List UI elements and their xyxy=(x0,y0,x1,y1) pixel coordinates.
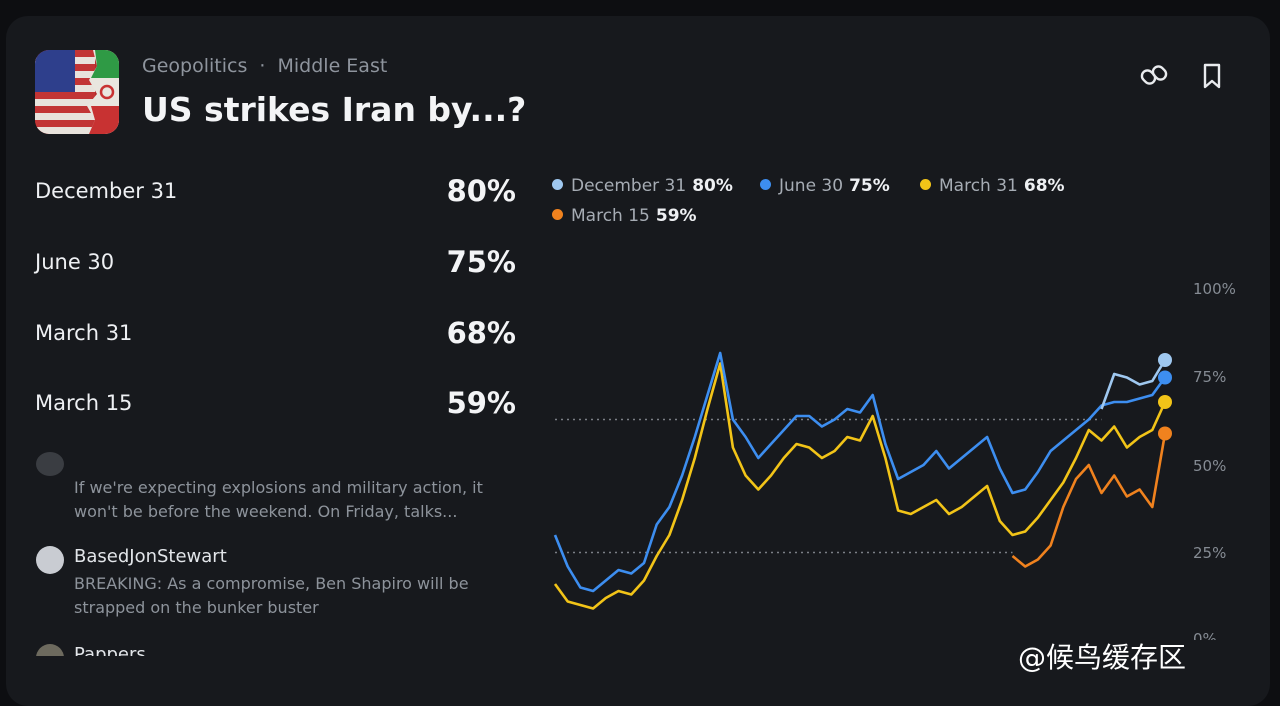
outcome-label: December 31 xyxy=(35,179,178,203)
legend-value: 68% xyxy=(1023,176,1065,196)
y-tick-label: 75% xyxy=(1193,368,1227,386)
market-card xyxy=(6,16,1270,706)
legend-item[interactable]: March 15 59% xyxy=(552,206,697,226)
legend-item[interactable]: June 30 75% xyxy=(760,176,890,196)
breadcrumb: Geopolitics · Middle East xyxy=(142,55,387,77)
breadcrumb-separator: · xyxy=(259,55,266,77)
outcome-row[interactable]: March 15 59% xyxy=(35,384,516,424)
legend-item[interactable]: March 31 68% xyxy=(920,176,1065,196)
outcome-row[interactable]: December 31 80% xyxy=(35,172,516,212)
series-march-15-line xyxy=(1011,433,1167,568)
y-tick-label: 25% xyxy=(1193,544,1227,562)
legend-dot xyxy=(920,179,931,190)
legend-label: June 30 xyxy=(779,176,844,196)
legend-value: 80% xyxy=(692,176,733,196)
legend-label: March 15 xyxy=(571,206,650,226)
series-december-31-endpoint[interactable] xyxy=(1158,353,1172,367)
y-tick-label: 50% xyxy=(1193,457,1227,475)
outcome-row[interactable]: June 30 75% xyxy=(35,243,516,283)
comment-clip: Pappers xyxy=(30,644,530,656)
legend-label: December 31 xyxy=(571,176,687,196)
outcome-percentage: 68% xyxy=(446,316,516,350)
link-icon[interactable] xyxy=(1140,60,1170,92)
comment-text: If we're expecting explosions and milita… xyxy=(74,478,483,521)
outcome-percentage: 75% xyxy=(446,245,516,279)
market-flag-image xyxy=(35,50,119,134)
series-march-31-endpoint[interactable] xyxy=(1158,395,1172,409)
legend-value: 75% xyxy=(849,176,890,196)
comment-username[interactable]: BasedJonStewart xyxy=(74,546,227,567)
outcome-label: March 15 xyxy=(35,391,133,415)
legend-dot xyxy=(760,179,771,190)
comment-text: BREAKING: As a compromise, Ben Shapiro w… xyxy=(74,574,469,617)
legend-label: March 31 xyxy=(939,176,1018,196)
legend-value: 59% xyxy=(655,206,697,226)
outcome-percentage: 59% xyxy=(446,386,516,420)
avatar[interactable] xyxy=(36,452,64,476)
legend-dot xyxy=(552,209,563,220)
series-march-15-endpoint[interactable] xyxy=(1158,426,1172,441)
legend-item[interactable]: December 31 80% xyxy=(552,176,733,196)
probability-chart[interactable] xyxy=(0,0,1280,684)
outcome-label: June 30 xyxy=(35,250,115,274)
watermark: @候鸟缓存区 xyxy=(1018,641,1187,674)
outcome-row[interactable]: March 31 68% xyxy=(35,314,516,354)
y-tick-label: 100% xyxy=(1193,280,1236,298)
outcome-percentage: 80% xyxy=(446,174,516,208)
bookmark-icon[interactable] xyxy=(1198,60,1228,92)
avatar[interactable] xyxy=(36,546,64,574)
subcategory-link[interactable]: Middle East xyxy=(277,55,388,77)
outcome-label: March 31 xyxy=(35,321,133,345)
series-june-30-endpoint[interactable] xyxy=(1158,370,1172,385)
series-december-31-line xyxy=(1100,359,1167,410)
legend-dot xyxy=(552,179,563,190)
market-title: US strikes Iran by...? xyxy=(142,90,527,129)
series-march-31-line xyxy=(553,362,1167,610)
y-tick-label: 0% xyxy=(1193,630,1217,640)
avatar[interactable] xyxy=(36,644,64,656)
category-link[interactable]: Geopolitics xyxy=(142,55,248,77)
comment-username[interactable]: Pappers xyxy=(74,644,146,656)
series-june-30-line xyxy=(553,351,1167,593)
